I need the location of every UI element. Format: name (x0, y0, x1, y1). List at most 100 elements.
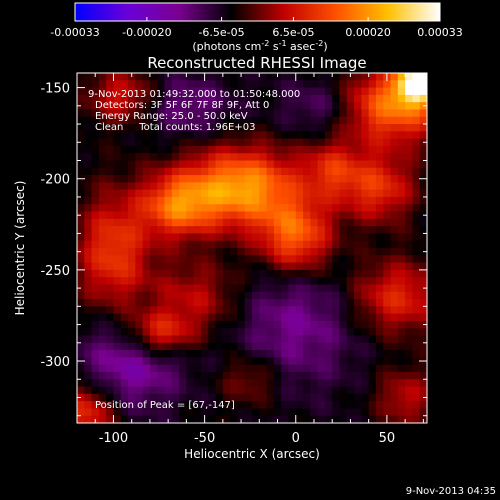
heatmap-cell (215, 415, 224, 424)
heatmap-cell (281, 131, 289, 140)
heatmap-cell (288, 401, 297, 409)
heatmap-cell (361, 401, 370, 409)
heatmap-cell (157, 393, 165, 402)
heatmap-cell (142, 408, 151, 417)
heatmap-cell (259, 284, 267, 293)
heatmap-cell (91, 313, 100, 322)
heatmap-cell (383, 196, 391, 205)
heatmap-cell (295, 299, 304, 307)
heatmap-cell (164, 262, 173, 271)
heatmap-cell (324, 102, 333, 110)
heatmap-cell (252, 248, 260, 256)
heatmap-cell (310, 335, 319, 344)
heatmap-cell (77, 291, 85, 300)
heatmap-cell (77, 255, 85, 263)
heatmap-cell (193, 401, 202, 409)
heatmap-cell (142, 175, 151, 183)
x-tick-label: 0 (292, 431, 300, 446)
heatmap-cell (273, 182, 282, 191)
heatmap-cell (310, 153, 319, 161)
heatmap-cell (324, 262, 333, 271)
heatmap-cell (179, 262, 187, 271)
heatmap-cell (295, 116, 304, 125)
heatmap-cell (237, 284, 246, 293)
heatmap-cell (405, 109, 413, 118)
heatmap-cell (193, 226, 202, 234)
heatmap-cell (157, 291, 165, 300)
heatmap-cell (98, 386, 107, 395)
heatmap-cell (354, 277, 362, 285)
heatmap-cell (368, 94, 377, 103)
heatmap-cell (252, 335, 260, 344)
heatmap-cell (368, 364, 377, 373)
heatmap-cell (281, 80, 289, 88)
heatmap-cell (222, 248, 231, 256)
heatmap-cell (361, 320, 370, 329)
heatmap-cell (354, 204, 362, 212)
heatmap-cell (164, 401, 173, 409)
heatmap-cell (266, 160, 275, 169)
heatmap-cell (106, 320, 114, 329)
heatmap-cell (135, 291, 144, 300)
heatmap-cell (164, 109, 173, 118)
heatmap-cell (237, 342, 246, 351)
heatmap-cell (303, 73, 311, 81)
heatmap-cell (397, 87, 406, 96)
heatmap-cell (230, 255, 238, 263)
heatmap-cell (179, 320, 187, 329)
heatmap-cell (157, 401, 165, 409)
heatmap-cell (128, 153, 136, 161)
heatmap-cell (383, 320, 391, 329)
heatmap-cell (346, 182, 355, 191)
heatmap-cell (354, 248, 362, 256)
heatmap-cell (193, 306, 202, 315)
heatmap-cell (397, 175, 406, 183)
heatmap-cell (361, 291, 370, 300)
heatmap-cell (390, 196, 399, 205)
heatmap-cell (106, 204, 114, 212)
heatmap-cell (149, 386, 158, 395)
heatmap-cell (317, 328, 326, 336)
heatmap-cell (288, 167, 297, 176)
heatmap-cell (179, 299, 187, 307)
heatmap-cell (84, 233, 92, 242)
heatmap-cell (317, 291, 326, 300)
heatmap-cell (273, 379, 282, 387)
heatmap-cell (346, 167, 355, 176)
heatmap-cell (405, 291, 413, 300)
heatmap-cell (91, 269, 100, 278)
heatmap-cell (419, 408, 428, 417)
heatmap-cell (252, 262, 260, 271)
heatmap-cell (106, 94, 114, 103)
heatmap-cell (259, 211, 267, 220)
heatmap-cell (419, 94, 428, 103)
heatmap-cell (354, 342, 362, 351)
heatmap-cell (77, 379, 85, 387)
heatmap-cell (120, 226, 129, 234)
heatmap-cell (106, 160, 114, 169)
heatmap-cell (77, 189, 85, 198)
heatmap-cell (375, 255, 384, 263)
heatmap-cell (91, 145, 100, 154)
heatmap-cell (142, 153, 151, 161)
heatmap-cell (332, 138, 340, 147)
heatmap-cell (244, 350, 253, 358)
heatmap-cell (324, 320, 333, 329)
heatmap-cell (128, 255, 136, 263)
heatmap-cell (273, 124, 282, 132)
heatmap-cell (266, 196, 275, 205)
heatmap-cell (208, 313, 216, 322)
heatmap-cell (368, 218, 377, 227)
heatmap-cell (215, 350, 224, 358)
peak-position-label: Position of Peak = [67,-147] (95, 400, 235, 411)
heatmap-cell (128, 211, 136, 220)
heatmap-cell (354, 364, 362, 373)
heatmap-cell (120, 408, 129, 417)
heatmap-cell (244, 393, 253, 402)
heatmap-cell (281, 415, 289, 424)
heatmap-cell (346, 131, 355, 140)
heatmap-cell (84, 102, 92, 110)
heatmap-cell (324, 167, 333, 176)
heatmap-cell (149, 189, 158, 198)
heatmap-cell (375, 218, 384, 227)
